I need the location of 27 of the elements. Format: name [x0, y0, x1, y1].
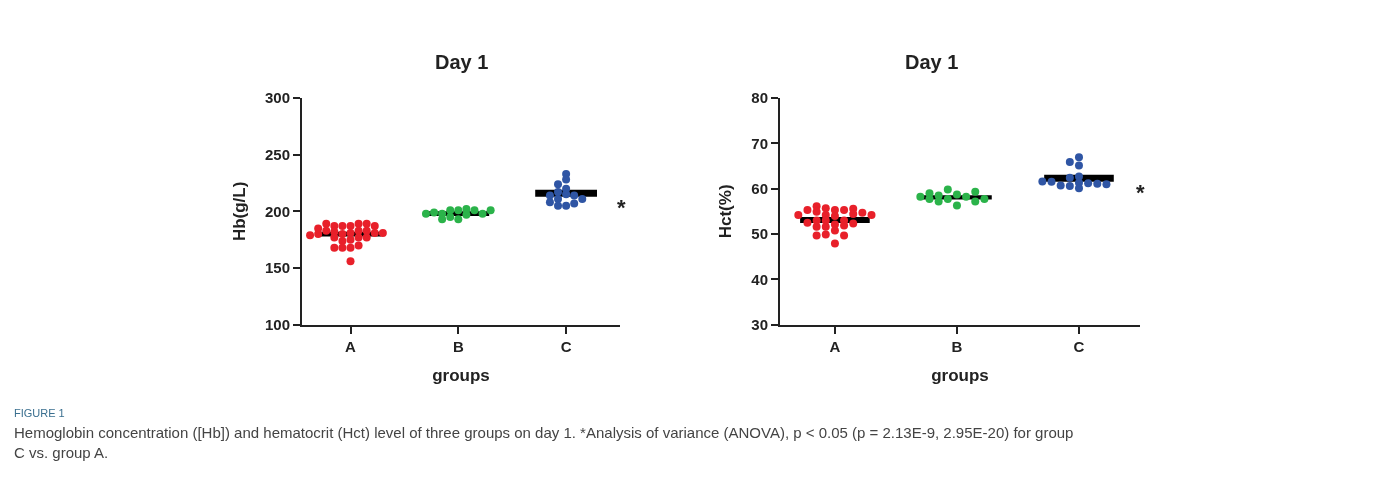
y-tick-label: 60	[751, 179, 768, 197]
y-tick-label: 80	[751, 89, 768, 107]
chart-title: Day 1	[905, 51, 959, 73]
x-tick-label: B	[951, 337, 963, 355]
x-tick-label: A	[829, 337, 841, 355]
x-tick-label: B	[452, 337, 464, 355]
y-axis-title: Hct(%)	[716, 184, 736, 239]
text: Hemoglobin concentration ([Hb]) and hematocrit (Hct) level of three groups on day 1. *Analysis of variance (ANOVA), p < 0.05 (p = 2.13E-9, 2.95E-20) for group C vs. group A.	[14, 424, 1074, 461]
y-tick-label: 300	[264, 89, 290, 107]
caption: FIGURE 1	[14, 407, 65, 419]
y-tick-label: 150	[264, 259, 290, 277]
y-tick-label: 50	[751, 225, 768, 243]
y-axis-title: Hb(g/L)	[230, 181, 250, 242]
x-tick-label: C	[1073, 337, 1085, 355]
y-tick-label: 40	[751, 270, 768, 288]
x-axis-title: groups	[931, 365, 989, 385]
y-tick-label: 30	[751, 316, 768, 334]
x-tick-label: A	[345, 337, 357, 355]
y-tick-label: 200	[264, 202, 290, 220]
chart-title: Day 1	[435, 51, 489, 73]
y-tick-label: 70	[751, 134, 768, 152]
y-tick-label: 100	[264, 316, 290, 334]
x-tick-label: C	[560, 337, 572, 355]
y-tick-label: 250	[264, 145, 290, 163]
x-axis-title: groups	[432, 365, 490, 385]
annotation: *	[1136, 180, 1145, 205]
annotation: *	[617, 195, 626, 220]
